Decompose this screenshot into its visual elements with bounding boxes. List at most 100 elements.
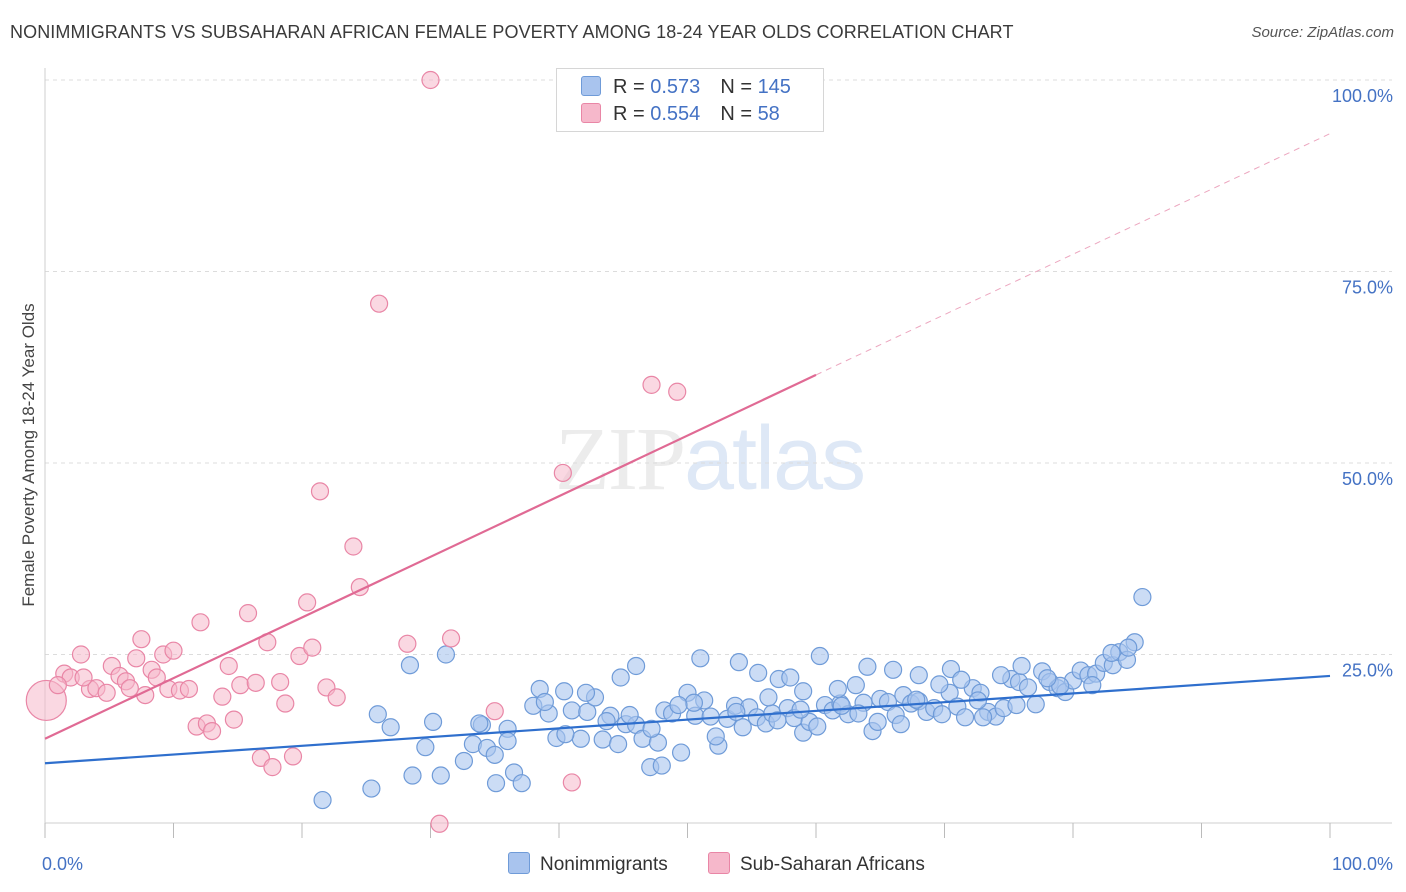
data-point-nonimmigrants: [642, 719, 661, 738]
data-point-subsaharan: [298, 593, 317, 612]
legend-swatch-nonimmigrants: [581, 76, 601, 96]
chart-title: NONIMMIGRANTS VS SUBSAHARAN AFRICAN FEMA…: [10, 22, 1014, 42]
data-point-nonimmigrants: [381, 718, 400, 737]
correlation-legend: R = 0.573 N = 145 R = 0.554 N = 58: [556, 68, 824, 132]
legend-n-label: N =: [720, 76, 758, 98]
data-point-nonimmigrants: [368, 705, 387, 724]
trendline-subsaharan-extension: [815, 133, 1331, 376]
data-point-nonimmigrants: [562, 701, 581, 720]
data-point-nonimmigrants: [403, 766, 422, 785]
data-point-nonimmigrants: [1083, 676, 1102, 695]
data-point-subsaharan: [224, 710, 243, 729]
data-point-nonimmigrants: [416, 738, 435, 757]
data-point-nonimmigrants: [423, 712, 443, 732]
data-point-nonimmigrants: [828, 679, 847, 699]
x-tick-label: 100.0%: [1332, 854, 1393, 874]
data-point-nonimmigrants: [794, 682, 813, 701]
data-point-subsaharan: [246, 673, 265, 692]
y-tick-label: 50.0%: [1342, 469, 1393, 489]
legend-row-nonimmigrants: R = 0.573 N = 145: [581, 76, 791, 100]
data-point-nonimmigrants: [512, 774, 531, 793]
data-point-nonimmigrants: [781, 668, 800, 687]
data-point-nonimmigrants: [1038, 669, 1057, 688]
gridlines: [45, 79, 1392, 655]
data-point-subsaharan: [238, 604, 258, 623]
data-point-nonimmigrants: [578, 702, 597, 722]
bottom-legend-label: Sub-Saharan Africans: [740, 854, 925, 875]
data-point-nonimmigrants: [556, 725, 575, 744]
data-point-subsaharan: [97, 683, 116, 702]
data-point-nonimmigrants: [684, 693, 704, 712]
data-point-nonimmigrants: [907, 690, 926, 709]
data-point-subsaharan: [310, 482, 330, 501]
data-point-nonimmigrants: [1018, 678, 1038, 697]
data-point-nonimmigrants: [706, 727, 725, 746]
bottom-legend-swatch-nonimmigrants: [508, 852, 530, 874]
nonimmigrants-points: [313, 587, 1152, 810]
data-point-subsaharan: [303, 638, 322, 657]
data-point-subsaharan: [642, 375, 661, 394]
data-point-nonimmigrants: [400, 656, 420, 675]
data-point-nonimmigrants: [955, 708, 975, 727]
data-point-nonimmigrants: [691, 649, 710, 668]
data-point-nonimmigrants: [498, 731, 517, 751]
data-point-subsaharan: [441, 629, 461, 648]
data-point-nonimmigrants: [470, 714, 489, 733]
axis-labels: 25.0% 50.0% 75.0% 100.0% 0.0% 100.0% Female Po…: [19, 86, 1393, 874]
data-point-nonimmigrants: [729, 653, 749, 672]
data-point-subsaharan: [276, 694, 295, 713]
data-point-nonimmigrants: [362, 779, 381, 798]
data-point-nonimmigrants: [727, 702, 746, 722]
data-point-subsaharan: [219, 656, 238, 676]
data-point-nonimmigrants: [808, 717, 827, 736]
data-point-nonimmigrants: [535, 692, 554, 712]
legend-r-value: 0.573: [650, 76, 701, 98]
data-point-nonimmigrants: [846, 676, 865, 695]
trendline-subsaharan: [44, 373, 817, 740]
data-point-subsaharan: [231, 676, 250, 695]
trendline-nonimmigrants: [44, 674, 1331, 765]
data-point-nonimmigrants: [952, 670, 971, 689]
data-point-nonimmigrants: [555, 682, 574, 701]
x-tick-label: 0.0%: [42, 854, 83, 874]
data-point-nonimmigrants: [759, 688, 778, 707]
data-point-subsaharan: [48, 676, 67, 695]
bottom-legend-subsaharan[interactable]: Sub-Saharan Africans: [708, 852, 925, 878]
source-label: Source: ZipAtlas.com: [1251, 24, 1394, 41]
y-tick-label: 75.0%: [1342, 278, 1393, 298]
subsaharan-points: [25, 70, 813, 833]
data-point-nonimmigrants: [1007, 695, 1026, 715]
data-point-subsaharan: [283, 747, 303, 766]
legend-n-value: 58: [757, 103, 780, 125]
data-point-nonimmigrants: [609, 735, 628, 754]
data-point-nonimmigrants: [669, 695, 688, 715]
legend-n-label: N =: [720, 103, 758, 125]
y-tick-label: 25.0%: [1342, 661, 1393, 681]
bottom-legend-nonimmigrants[interactable]: Nonimmigrants: [508, 852, 668, 878]
data-point-subsaharan: [562, 773, 581, 792]
data-point-nonimmigrants: [932, 705, 952, 724]
data-point-nonimmigrants: [626, 656, 646, 676]
data-point-subsaharan: [485, 702, 504, 721]
data-point-nonimmigrants: [485, 745, 504, 764]
data-point-nonimmigrants: [571, 729, 590, 748]
data-point-nonimmigrants: [1119, 638, 1138, 657]
axes: [44, 68, 1392, 838]
watermark-zip: ZIP: [555, 410, 686, 509]
data-point-nonimmigrants: [868, 712, 887, 732]
data-point-nonimmigrants: [909, 666, 928, 685]
data-point-subsaharan: [202, 721, 222, 741]
data-point-subsaharan: [398, 634, 417, 653]
trend-lines: [44, 133, 1331, 765]
data-point-subsaharan: [164, 641, 183, 660]
data-point-subsaharan: [421, 70, 440, 90]
y-tick-label: 100.0%: [1332, 86, 1393, 106]
legend-row-subsaharan: R = 0.554 N = 58: [581, 103, 792, 127]
legend-n-value: 145: [757, 76, 791, 98]
data-point-nonimmigrants: [883, 660, 903, 679]
data-point-subsaharan: [344, 537, 363, 556]
data-point-subsaharan: [127, 649, 146, 668]
data-point-subsaharan: [74, 668, 93, 687]
data-point-subsaharan: [290, 646, 309, 666]
